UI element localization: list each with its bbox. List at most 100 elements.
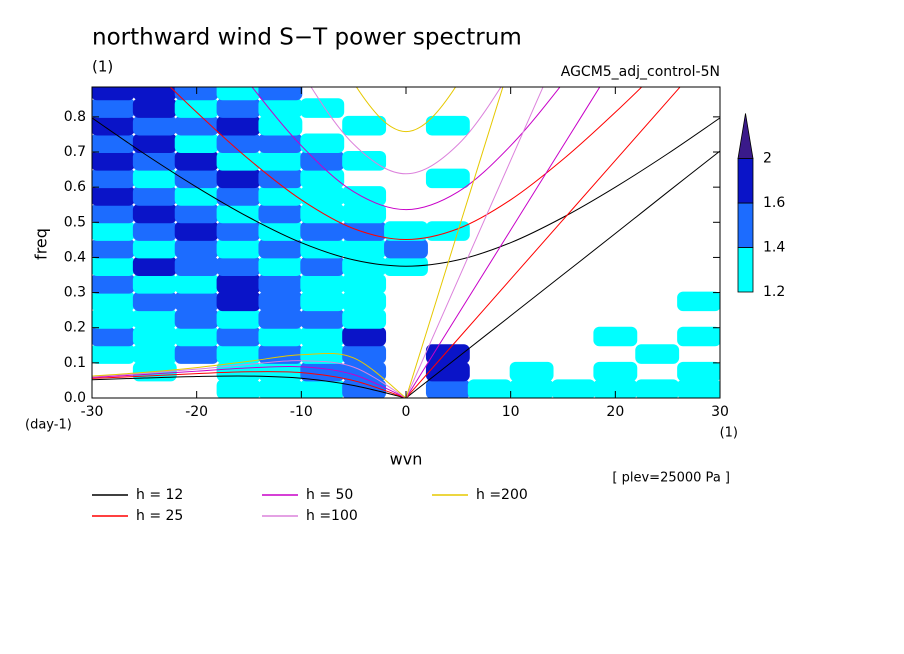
power-cell: [342, 221, 387, 241]
x-tick-label: 0: [402, 404, 411, 420]
power-cell: [342, 291, 387, 312]
x-tick-label: 20: [606, 404, 624, 420]
dispersion-curve: [405, 87, 601, 398]
x-tick-label: -10: [290, 404, 313, 420]
power-cell: [174, 133, 219, 154]
dispersion-curve: [310, 87, 502, 175]
power-cell: [677, 291, 720, 312]
power-cell: [216, 344, 261, 364]
power-cell: [92, 326, 135, 347]
power-cell: [300, 151, 345, 171]
power-cell: [509, 361, 554, 382]
power-cell: [677, 326, 720, 347]
power-cell: [300, 379, 345, 398]
power-cell: [258, 238, 303, 259]
power-cell: [258, 379, 303, 398]
power-cell: [258, 151, 303, 171]
power-cell: [425, 379, 470, 398]
dispersion-curve: [92, 360, 407, 398]
power-cell: [384, 221, 428, 241]
dispersion-curve: [92, 117, 720, 267]
power-cell: [300, 309, 345, 329]
power-cell: [216, 291, 261, 312]
power-cell: [174, 309, 219, 329]
power-cell: [92, 291, 135, 312]
power-cell: [132, 238, 177, 259]
power-cell: [216, 98, 261, 118]
colorbar-label: 1.4: [763, 240, 785, 256]
power-cell: [132, 203, 177, 224]
power-cell: [174, 291, 219, 312]
power-cell: [174, 344, 219, 364]
dispersion-curve: [405, 87, 544, 398]
chart-title: northward wind S−T power spectrum: [92, 25, 522, 51]
legend-label: h = 50: [306, 487, 353, 503]
y-tick-label: 0.5: [64, 214, 86, 230]
colorbar-box: [737, 247, 754, 293]
power-cell: [216, 309, 261, 329]
power-cell: [132, 168, 177, 189]
power-cell: [132, 115, 177, 136]
power-cell: [258, 115, 303, 136]
x-tick-label: 10: [502, 404, 520, 420]
power-cell: [132, 256, 177, 277]
legend-label: h = 25: [136, 508, 183, 524]
power-cell: [92, 309, 135, 329]
power-cell: [216, 238, 261, 259]
power-cell: [677, 361, 720, 382]
power-cell: [216, 87, 261, 101]
dispersion-curve: [405, 87, 681, 398]
power-cell: [216, 115, 261, 136]
power-cell: [92, 168, 135, 189]
power-cell: [92, 203, 135, 224]
power-cell: [258, 291, 303, 312]
power-cell: [132, 309, 177, 329]
legend-label: h = 12: [136, 487, 183, 503]
power-cell: [258, 168, 303, 189]
y-tick-label: 0.3: [64, 285, 86, 301]
colorbar-box: [737, 202, 754, 248]
power-cell: [258, 256, 303, 277]
y-tick-label: 0.8: [64, 109, 86, 125]
power-cell: [425, 115, 470, 136]
power-cell: [216, 274, 261, 294]
power-cell: [174, 151, 219, 171]
dispersion-curve: [169, 87, 643, 241]
power-cell: [635, 344, 680, 364]
power-cell: [342, 238, 387, 259]
power-cell: [174, 98, 219, 118]
power-cell: [467, 379, 512, 398]
power-cell: [132, 344, 177, 364]
power-cell: [174, 168, 219, 189]
subtitle: (1): [92, 58, 113, 76]
power-cell: [132, 87, 177, 101]
power-cell: [132, 186, 177, 206]
power-cell: [216, 203, 261, 224]
power-cell: [509, 379, 554, 398]
power-cell: [216, 256, 261, 277]
power-cell: [300, 238, 345, 259]
power-cell: [677, 379, 720, 398]
power-cell: [425, 361, 470, 382]
dispersion-curve: [92, 365, 407, 398]
power-cell: [258, 133, 303, 154]
power-cell: [258, 309, 303, 329]
power-cell: [216, 168, 261, 189]
power-cell: [258, 186, 303, 206]
power-cell: [258, 326, 303, 347]
power-cell: [342, 115, 387, 136]
legend-label: h =100: [306, 508, 358, 524]
colorbar-label: 1.6: [763, 195, 785, 211]
colorbar-box: [737, 158, 754, 204]
power-cell: [174, 221, 219, 241]
power-cell: [132, 221, 177, 241]
y-axis-label: freq: [32, 228, 51, 260]
power-cell: [300, 291, 345, 312]
power-cell: [92, 98, 135, 118]
power-cell: [216, 186, 261, 206]
y-unit: (day-1): [25, 418, 72, 433]
dispersion-curve: [251, 87, 561, 211]
y-tick-label: 0.1: [64, 355, 86, 371]
